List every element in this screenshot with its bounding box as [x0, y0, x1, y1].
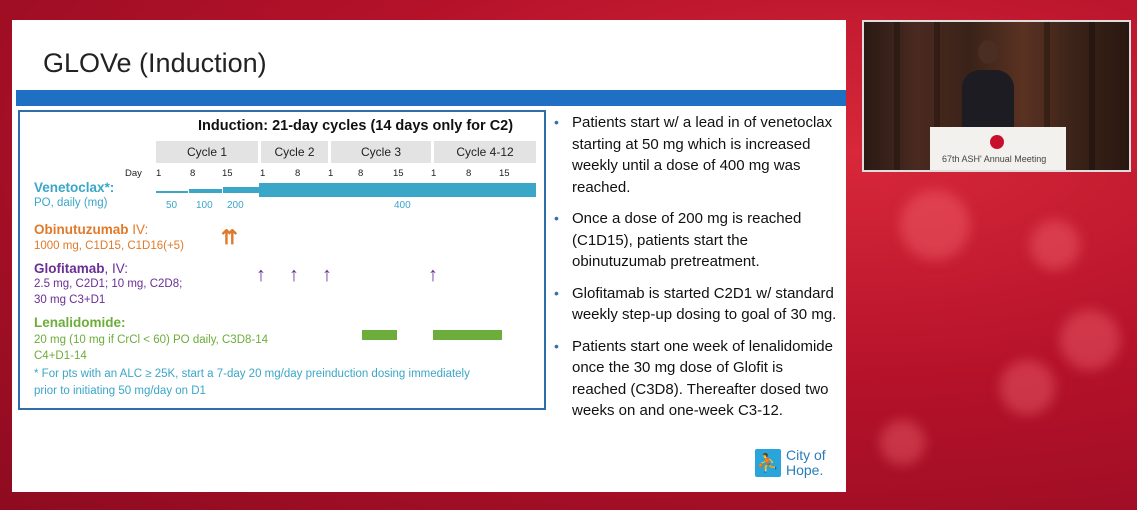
glofitamab-note: 30 mg C3+D1 [34, 294, 106, 306]
venetoclax-note: PO, daily (mg) [34, 197, 108, 209]
day-label: Day [125, 168, 142, 179]
cycle-header: Cycle 1 [156, 141, 258, 163]
logo-text-city: City of [786, 447, 826, 463]
day-tick: 1 [260, 168, 266, 179]
curtain-fold [934, 22, 940, 170]
cycle-header: Cycle 3 [331, 141, 431, 163]
lenalidomide-note: 20 mg (10 mg if CrCl < 60) PO daily, C3D… [34, 334, 269, 346]
curtain-fold [1089, 22, 1095, 170]
lenalidomide-label: Lenalidomide: [34, 315, 126, 330]
glofitamab-label-row: Glofitamab, IV: [34, 261, 128, 276]
ash-logo-icon [990, 135, 1004, 149]
day-tick: 8 [466, 168, 472, 179]
cycle-header: Cycle 2 [261, 141, 328, 163]
day-tick: 1 [431, 168, 437, 179]
podium-text: 67th ASH' Annual Meeting [942, 154, 1047, 164]
glofitamab-arrow-icon: ↑ [322, 264, 332, 286]
background-bokeh [880, 420, 925, 465]
obinutuzumab-label-row: Obinutuzumab IV: [34, 222, 148, 237]
glofitamab-note: 2.5 mg, C2D1; 10 mg, C2D8; [34, 278, 183, 290]
speaker-head [978, 40, 998, 64]
logo-text-hope: Hope. [786, 462, 824, 478]
city-of-hope-logo: ⛹ City of Hope. [755, 447, 835, 485]
podium [930, 127, 1066, 170]
venetoclax-bar-50 [156, 191, 188, 193]
day-tick: 1 [328, 168, 334, 179]
presentation-slide: GLOVe (Induction) Induction: 21-day cycl… [12, 20, 846, 492]
treatment-schema: Induction: 21-day cycles (14 days only f… [18, 110, 546, 410]
schema-footnote: * For pts with an ALC ≥ 25K, start a 7-d… [34, 368, 470, 380]
speaker-body [962, 70, 1014, 130]
glofitamab-route: , IV: [104, 261, 129, 276]
background-bokeh [1060, 310, 1120, 370]
venetoclax-dose: 400 [394, 200, 411, 211]
title-bar [16, 90, 846, 106]
day-tick: 15 [393, 168, 404, 179]
bullet-icon: • [554, 337, 559, 354]
cycle-header: Cycle 4-12 [434, 141, 536, 163]
venetoclax-bar-400 [259, 183, 536, 197]
venetoclax-dose: 50 [166, 200, 178, 211]
obinutuzumab-arrow-icon: ⇈ [221, 227, 238, 249]
schema-footnote: prior to initiating 50 mg/day on D1 [34, 385, 206, 397]
curtain-fold [894, 22, 900, 170]
bullet-item: • Patients start one week of lenalidomide… [554, 337, 833, 420]
day-tick: 8 [295, 168, 301, 179]
venetoclax-bar-100 [189, 189, 222, 193]
venetoclax-dose: 100 [196, 200, 213, 211]
bullet-item: • Patients start w/ a lead in of venetocl… [554, 114, 833, 196]
obinutuzumab-note: 1000 mg, C1D15, C1D16(+5) [34, 240, 184, 252]
day-tick: 8 [358, 168, 364, 179]
glofitamab-arrow-icon: ↑ [256, 264, 266, 286]
glofitamab-arrow-icon: ↑ [428, 264, 438, 286]
venetoclax-bar-200 [223, 187, 259, 193]
lenalidomide-bar [433, 330, 502, 340]
speaker-video-feed: 67th ASH' Annual Meeting [862, 20, 1131, 172]
curtain-fold [1044, 22, 1050, 170]
bullet-icon: • [554, 114, 559, 130]
venetoclax-label: Venetoclax*: [34, 180, 115, 195]
bullet-icon: • [554, 210, 559, 226]
obinutuzumab-route: IV: [128, 222, 149, 237]
bullet-item: • Once a dose of 200 mg is reached (C1D15… [554, 210, 802, 270]
city-of-hope-logo-icon: ⛹ [755, 449, 781, 477]
bullet-icon: • [554, 284, 559, 301]
schema-header: Induction: 21-day cycles (14 days only f… [198, 118, 514, 134]
day-tick: 1 [156, 168, 162, 179]
day-tick: 8 [190, 168, 196, 179]
background-bokeh [900, 190, 970, 260]
day-tick: 15 [499, 168, 510, 179]
lenalidomide-bar [362, 330, 397, 340]
obinutuzumab-label: Obinutuzumab [34, 222, 129, 237]
glofitamab-arrow-icon: ↑ [289, 264, 299, 286]
day-tick: 15 [222, 168, 233, 179]
glofitamab-label: Glofitamab [34, 261, 105, 276]
slide-title: GLOVe (Induction) [43, 48, 267, 78]
background-bokeh [1030, 220, 1080, 270]
lenalidomide-note: C4+D1-14 [34, 350, 87, 362]
venetoclax-dose: 200 [227, 200, 244, 211]
bullet-list: • Patients start w/ a lead in of venetocl… [550, 112, 840, 432]
bullet-item: • Glofitamab is started C2D1 w/ standard … [554, 284, 837, 324]
background-bokeh [1000, 360, 1055, 415]
